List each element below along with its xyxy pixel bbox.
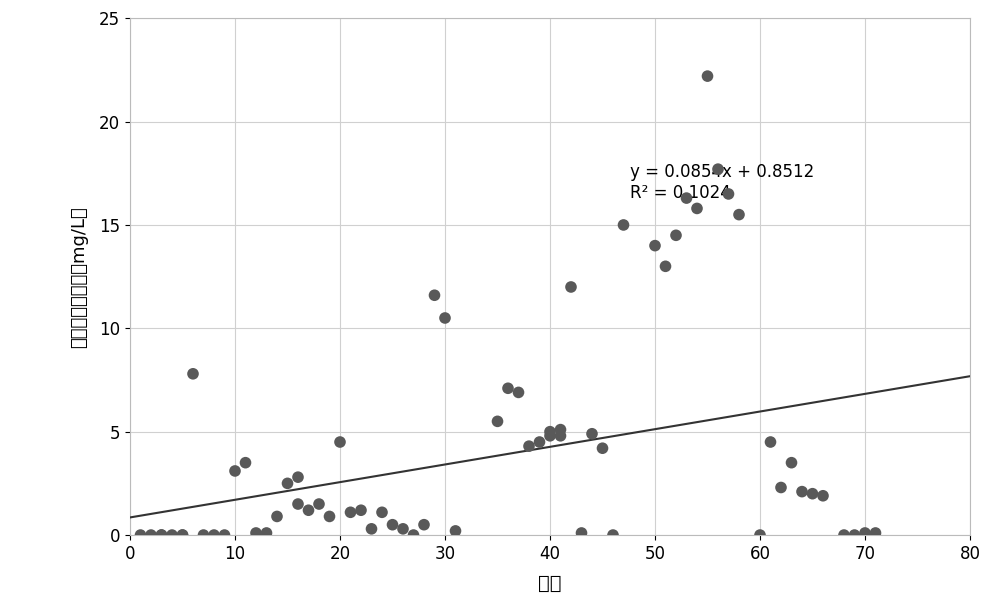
Point xyxy=(804,489,820,499)
Point xyxy=(342,508,359,517)
Point xyxy=(490,416,505,426)
Point xyxy=(248,528,264,538)
Point xyxy=(510,387,526,397)
Point xyxy=(836,530,852,540)
Point xyxy=(563,282,579,292)
Point xyxy=(552,431,568,441)
Point xyxy=(720,189,736,199)
Point xyxy=(374,508,390,517)
Point xyxy=(574,528,590,538)
Point xyxy=(154,530,170,540)
Point xyxy=(752,530,768,540)
Point xyxy=(678,193,694,203)
Point xyxy=(710,164,726,174)
Point xyxy=(700,71,716,81)
Point xyxy=(258,528,274,538)
Point xyxy=(143,530,159,540)
Point xyxy=(196,530,212,540)
Point xyxy=(154,530,170,540)
Point xyxy=(846,530,862,540)
Point xyxy=(174,530,190,540)
Y-axis label: 分离月成分浓度（mg/L）: 分离月成分浓度（mg/L） xyxy=(70,206,88,348)
Point xyxy=(542,431,558,441)
Point xyxy=(448,526,464,536)
Point xyxy=(521,441,537,451)
Point xyxy=(185,369,201,379)
Point xyxy=(731,210,747,219)
Point xyxy=(773,483,789,492)
Point xyxy=(542,427,558,437)
Point xyxy=(500,384,516,393)
Point xyxy=(668,230,684,240)
Point xyxy=(300,505,316,515)
Point xyxy=(384,520,400,530)
Point xyxy=(164,530,180,540)
Point xyxy=(594,443,610,453)
X-axis label: 序列: 序列 xyxy=(538,574,562,593)
Point xyxy=(216,530,232,540)
Point xyxy=(395,524,411,534)
Point xyxy=(206,530,222,540)
Point xyxy=(815,491,831,500)
Point xyxy=(426,291,442,300)
Point xyxy=(132,530,149,540)
Point xyxy=(311,499,327,509)
Point xyxy=(437,313,453,323)
Point xyxy=(784,458,800,468)
Point xyxy=(227,466,243,476)
Point xyxy=(647,241,663,250)
Point xyxy=(658,261,674,271)
Point xyxy=(762,437,778,447)
Point xyxy=(552,425,568,435)
Point xyxy=(280,478,296,488)
Point xyxy=(269,511,285,521)
Point xyxy=(532,437,548,447)
Point xyxy=(290,472,306,482)
Point xyxy=(322,511,338,521)
Point xyxy=(406,530,422,540)
Point xyxy=(416,520,432,530)
Point xyxy=(616,220,632,230)
Point xyxy=(868,528,884,538)
Point xyxy=(605,530,621,540)
Point xyxy=(238,458,254,468)
Point xyxy=(689,204,705,213)
Point xyxy=(332,437,348,447)
Point xyxy=(290,499,306,509)
Point xyxy=(353,505,369,515)
Point xyxy=(794,487,810,497)
Text: y = 0.0854x + 0.8512
R² = 0.1024: y = 0.0854x + 0.8512 R² = 0.1024 xyxy=(630,163,814,202)
Point xyxy=(364,524,380,534)
Point xyxy=(857,528,873,538)
Point xyxy=(174,530,190,540)
Point xyxy=(584,429,600,438)
